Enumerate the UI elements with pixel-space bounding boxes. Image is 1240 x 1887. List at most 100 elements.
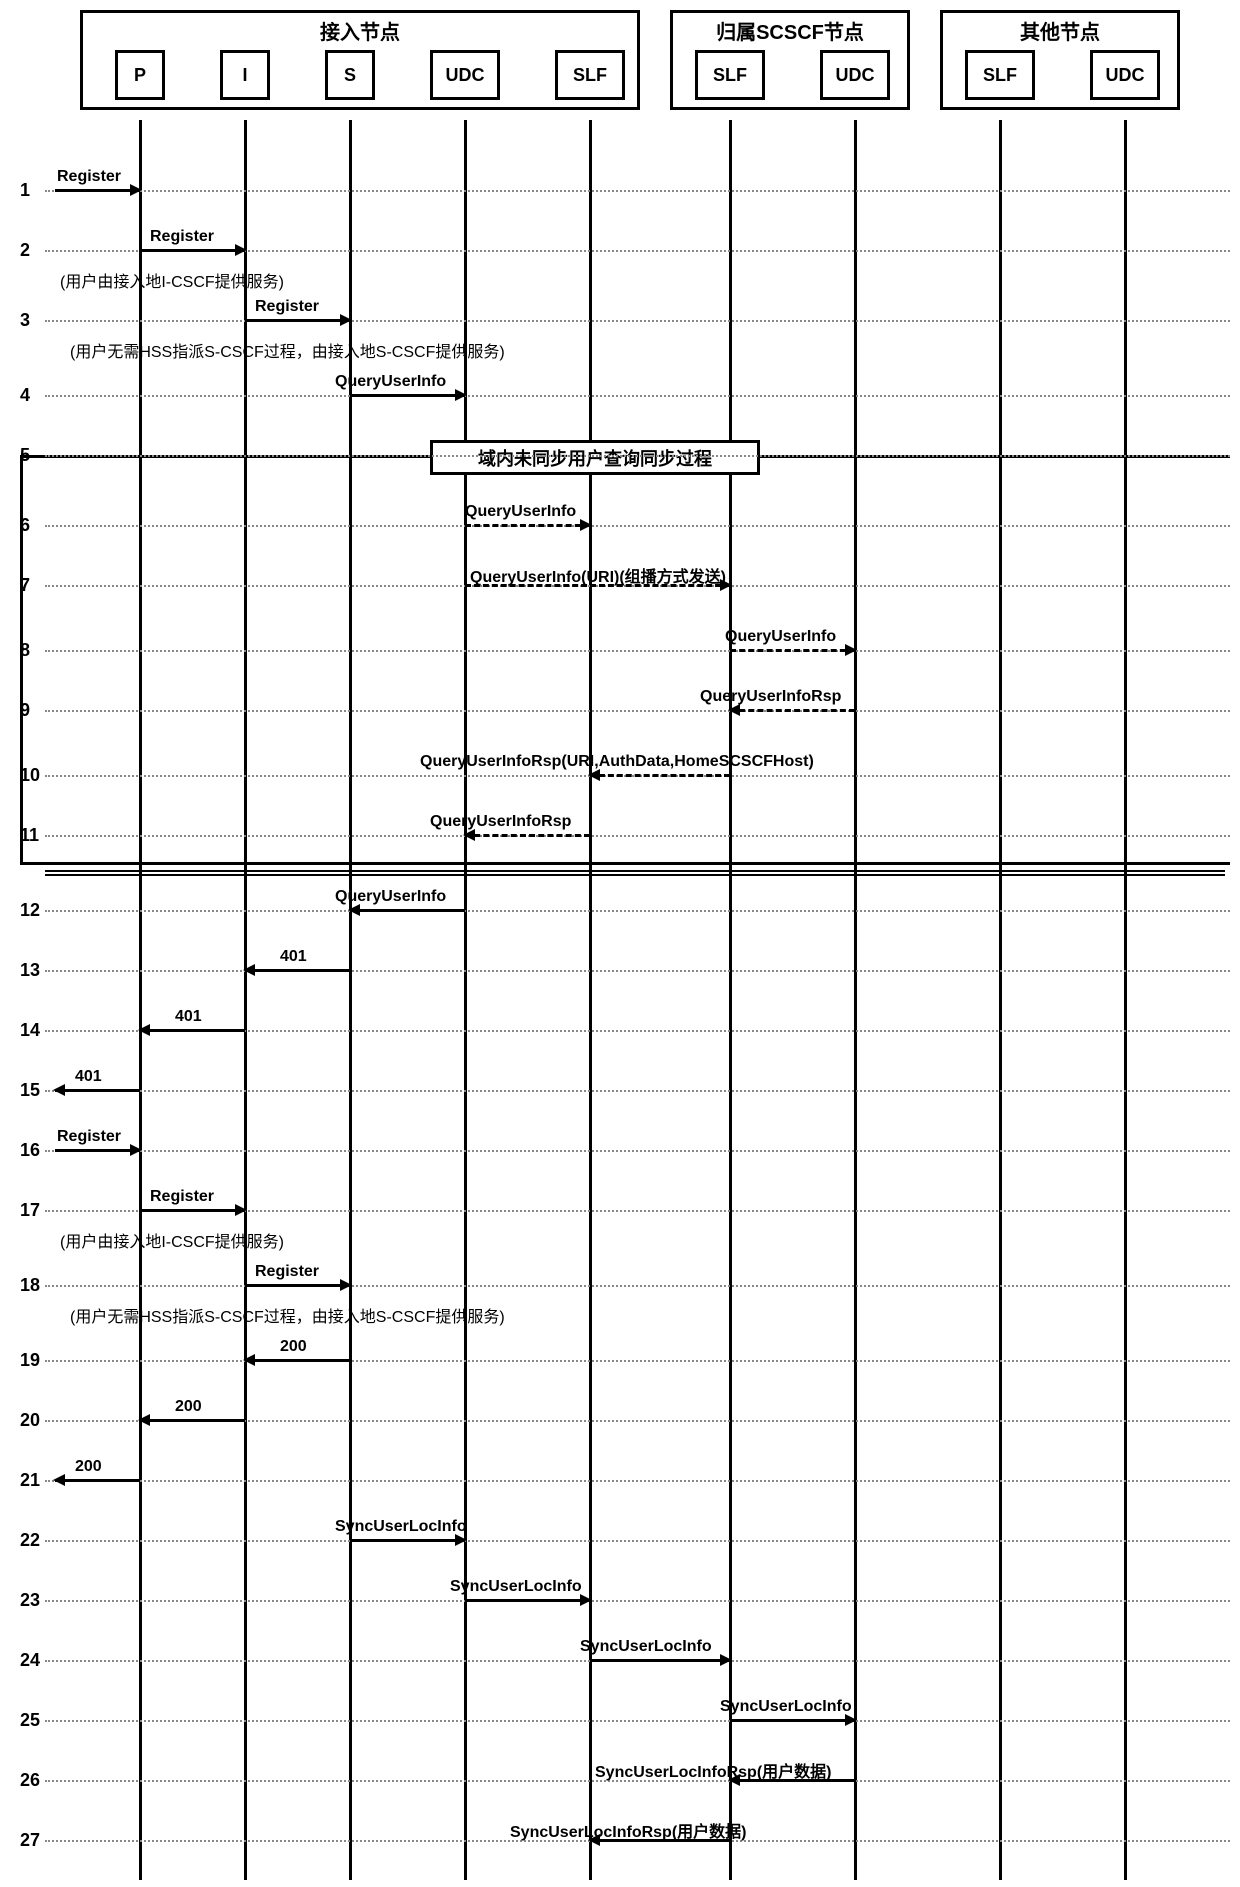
step-num-11: 11 [20, 825, 39, 846]
step-num-13: 13 [20, 960, 40, 981]
arrow-head-3-0 [340, 314, 352, 326]
step-num-12: 12 [20, 900, 40, 921]
actor-SLF1: SLF [555, 50, 625, 100]
arrow-4-0 [350, 394, 465, 397]
arrow-11-0 [465, 834, 590, 837]
arrow-16-0 [55, 1149, 140, 1152]
step-num-21: 21 [20, 1470, 40, 1491]
arrow-head-14-0 [138, 1024, 150, 1036]
actor-I: I [220, 50, 270, 100]
arrow-head-1-0 [130, 184, 142, 196]
arrow-18-0 [245, 1284, 350, 1287]
lifeline-SLF3 [999, 120, 1002, 1880]
loop-box [20, 455, 1230, 865]
msg-label-25-0: SyncUserLocInfo [720, 1698, 852, 1716]
msg-label-10-0: QueryUserInfoRsp(URI,AuthData,HomeSCSCFH… [420, 753, 814, 771]
lifeline-UDC1 [464, 120, 467, 1880]
arrow-6-0 [465, 524, 590, 527]
arrow-25-0 [730, 1719, 855, 1722]
step-line-23 [45, 1600, 1230, 1602]
actor-SLF2: SLF [695, 50, 765, 100]
arrow-13-0 [245, 969, 350, 972]
step-line-21 [45, 1480, 1230, 1482]
arrow-head-24-0 [720, 1654, 732, 1666]
step-line-22 [45, 1540, 1230, 1542]
msg-label-14-0: 401 [175, 1008, 202, 1026]
lifeline-UDC3 [1124, 120, 1127, 1880]
step-num-3: 3 [20, 310, 30, 331]
arrow-8-0 [730, 649, 855, 652]
lifeline-SLF1 [589, 120, 592, 1880]
step-line-18 [45, 1285, 1230, 1287]
step-line-9 [45, 710, 1230, 712]
actor-SLF3: SLF [965, 50, 1035, 100]
step-line-1 [45, 190, 1230, 192]
step-num-7: 7 [20, 575, 30, 596]
step-num-17: 17 [20, 1200, 40, 1221]
sequence-diagram: 接入节点归属SCSCF节点其他节点PISUDCSLFSLFUDCSLFUDC域内… [0, 0, 1240, 1887]
msg-label-7-0: QueryUserInfo(URI)(组播方式发送) [470, 563, 726, 587]
msg-label-9-0: QueryUserInfoRsp [700, 688, 841, 706]
arrow-head-19-0 [243, 1354, 255, 1366]
msg-label-13-0: 401 [280, 948, 307, 966]
step-num-26: 26 [20, 1770, 40, 1791]
step-line-5 [45, 455, 1230, 457]
arrow-19-0 [245, 1359, 350, 1362]
step-num-1: 1 [20, 180, 30, 201]
step-num-23: 23 [20, 1590, 40, 1611]
msg-label-27-0: SyncUserLocInfoRsp(用户数据) [510, 1818, 746, 1842]
msg-label-2-0: Register [150, 228, 214, 246]
msg-label-21-0: 200 [75, 1458, 102, 1476]
msg-label-1-0: Register [57, 168, 121, 186]
msg-label-22-0: SyncUserLocInfo [335, 1518, 467, 1536]
arrow-1-0 [55, 189, 140, 192]
step-num-6: 6 [20, 515, 30, 536]
note-17: (用户由接入地I-CSCF提供服务) [60, 1228, 284, 1252]
msg-label-15-0: 401 [75, 1068, 102, 1086]
arrow-2-0 [140, 249, 245, 252]
step-line-16 [45, 1150, 1230, 1152]
msg-label-4-0: QueryUserInfo [335, 373, 446, 391]
msg-label-3-0: Register [255, 298, 319, 316]
step-line-4 [45, 395, 1230, 397]
arrow-head-8-0 [845, 644, 857, 656]
arrow-24-0 [590, 1659, 730, 1662]
step-num-2: 2 [20, 240, 30, 261]
actor-UDC2: UDC [820, 50, 890, 100]
lifeline-SLF2 [729, 120, 732, 1880]
arrow-head-18-0 [340, 1279, 352, 1291]
actor-S: S [325, 50, 375, 100]
lifeline-UDC2 [854, 120, 857, 1880]
step-num-9: 9 [20, 700, 30, 721]
arrow-head-16-0 [130, 1144, 142, 1156]
step-line-3 [45, 320, 1230, 322]
step-line-8 [45, 650, 1230, 652]
msg-label-8-0: QueryUserInfo [725, 628, 836, 646]
arrow-15-0 [55, 1089, 140, 1092]
arrow-21-0 [55, 1479, 140, 1482]
arrow-head-4-0 [455, 389, 467, 401]
step-num-24: 24 [20, 1650, 40, 1671]
step-num-20: 20 [20, 1410, 40, 1431]
arrow-22-0 [350, 1539, 465, 1542]
step-num-16: 16 [20, 1140, 40, 1161]
step-line-13 [45, 970, 1230, 972]
arrow-head-21-0 [53, 1474, 65, 1486]
arrow-10-0 [590, 774, 730, 777]
arrow-head-15-0 [53, 1084, 65, 1096]
arrow-head-2-0 [235, 244, 247, 256]
msg-label-20-0: 200 [175, 1398, 202, 1416]
arrow-17-0 [140, 1209, 245, 1212]
step-num-19: 19 [20, 1350, 40, 1371]
group-label: 其他节点 [943, 16, 1177, 45]
arrow-head-17-0 [235, 1204, 247, 1216]
step-num-5: 5 [20, 445, 30, 466]
msg-label-26-0: SyncUserLocInfoRsp(用户数据) [595, 1758, 831, 1782]
actor-UDC3: UDC [1090, 50, 1160, 100]
step-line-6 [45, 525, 1230, 527]
msg-label-16-0: Register [57, 1128, 121, 1146]
note-2: (用户由接入地I-CSCF提供服务) [60, 268, 284, 292]
step-line-15 [45, 1090, 1230, 1092]
arrow-head-6-0 [580, 519, 592, 531]
arrow-3-0 [245, 319, 350, 322]
